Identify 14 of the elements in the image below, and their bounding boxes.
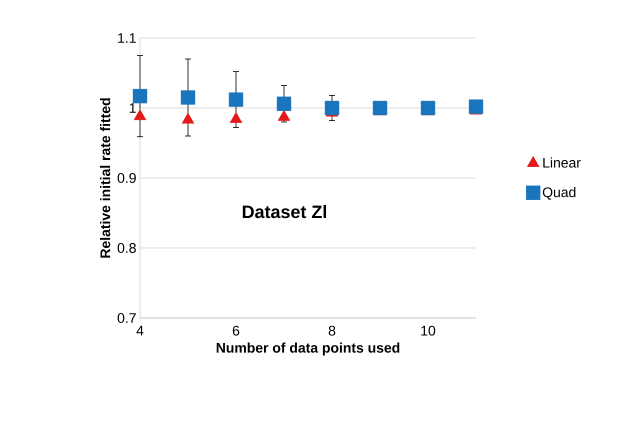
y-tick-label: 0.8	[118, 243, 136, 253]
y-tick-label: 1.1	[118, 33, 136, 43]
y-axis-title: Relative initial rate fitted	[100, 98, 110, 258]
x-tick-label: 8	[328, 326, 336, 336]
x-tick-label: 4	[136, 326, 144, 336]
annotation: Dataset Zl	[242, 205, 326, 218]
y-tick-label: 0.7	[118, 313, 136, 323]
x-tick-label: 10	[421, 326, 436, 336]
x-tick-label: 6	[232, 326, 240, 336]
x-axis-title: Number of data points used	[216, 342, 400, 356]
legend-label: Quad	[542, 186, 576, 200]
y-tick-label: 0.9	[118, 173, 136, 183]
y-tick-label: 1	[130, 103, 136, 113]
legend-label: Linear	[543, 157, 581, 168]
